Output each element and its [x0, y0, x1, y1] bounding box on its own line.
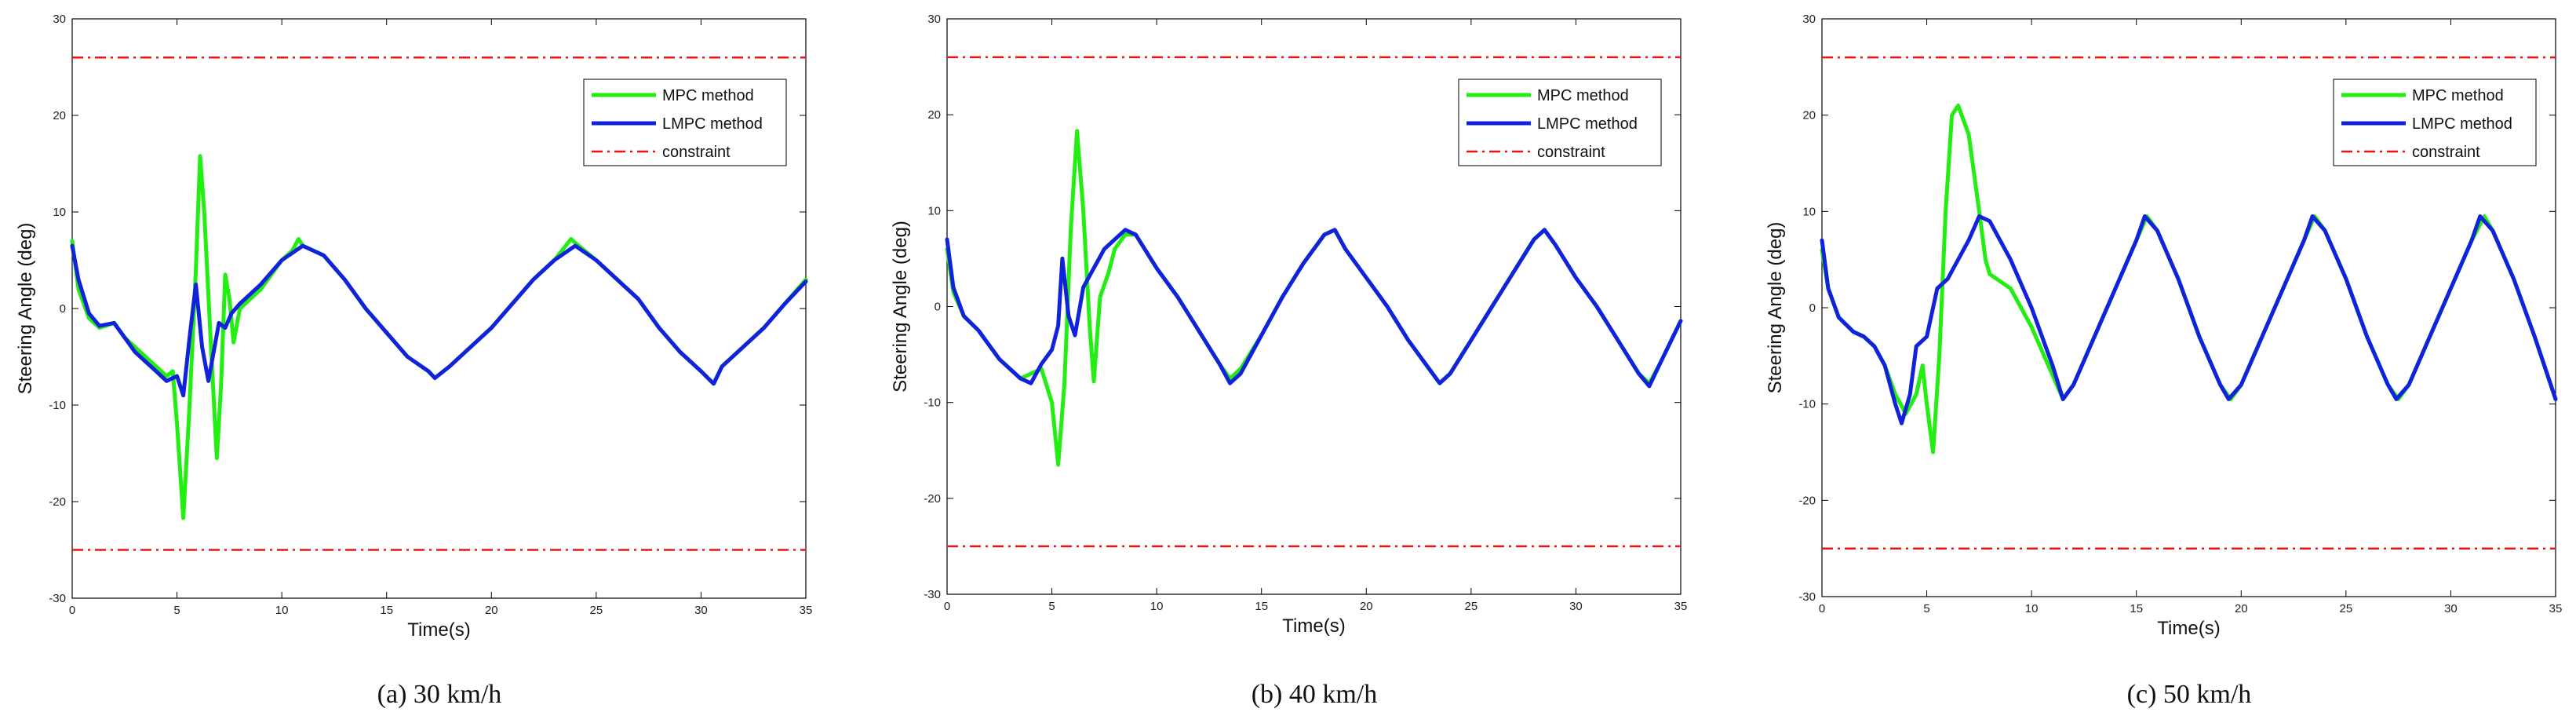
y-tick-label: -10: [49, 399, 66, 412]
series-line-lmpc: [70, 243, 808, 398]
y-tick-label: 30: [53, 13, 66, 26]
legend-label-constraint: constraint: [2412, 144, 2480, 161]
y-tick-label: 20: [927, 108, 941, 122]
x-tick-label: 20: [1360, 600, 1373, 613]
y-tick-label: -20: [924, 492, 941, 506]
x-axis-label: Time(s): [2157, 618, 2220, 639]
panel-caption: (c) 50 km/h: [2127, 680, 2252, 709]
x-tick-label: 10: [275, 604, 289, 617]
chart-panel-3: 0 5 10 15 20 25 30 35 30 20 10 0 -10 -20 -30 MPC method…: [1765, 13, 2562, 709]
chart-panel-1: 0 5 10 15 20 25 30 35 30 20 10 0 -10 -20 -30 MPC method…: [15, 13, 812, 709]
series-line-lmpc: [1820, 214, 2558, 425]
panel-caption: (b) 40 km/h: [1252, 680, 1378, 709]
x-axis-label: Time(s): [407, 619, 470, 641]
y-tick-label: -10: [1798, 398, 1816, 411]
y-tick-label: 10: [927, 204, 941, 217]
y-axis-label: Steering Angle (deg): [890, 221, 911, 393]
y-tick-label: 20: [53, 109, 66, 122]
panel-caption: (a) 30 km/h: [377, 680, 502, 709]
x-tick-label: 30: [694, 604, 708, 617]
y-tick-label: 20: [1802, 109, 1816, 122]
x-tick-label: 30: [2444, 602, 2458, 615]
series-line-lmpc: [945, 228, 1683, 389]
x-tick-label: 35: [800, 604, 813, 617]
y-tick-label: -20: [49, 495, 66, 509]
y-tick-label: 30: [927, 13, 941, 26]
x-tick-label: 15: [1255, 600, 1268, 613]
y-tick-label: -30: [49, 592, 66, 605]
legend: MPC method LMPC method constraint: [1458, 79, 1662, 166]
x-tick-label: 5: [1048, 600, 1055, 613]
x-tick-label: 15: [380, 604, 393, 617]
y-tick-label: 10: [53, 206, 66, 219]
legend-label-mpc: MPC method: [2412, 87, 2504, 104]
x-axis-label: Time(s): [1282, 615, 1345, 637]
x-tick-label: 35: [2549, 602, 2563, 615]
x-tick-label: 25: [1465, 600, 1478, 613]
y-axis-label: Steering Angle (deg): [1765, 222, 1786, 394]
y-tick-label: 10: [1802, 205, 1816, 218]
x-tick-label: 20: [2235, 602, 2248, 615]
x-tick-label: 25: [2340, 602, 2353, 615]
x-tick-label: 0: [1819, 602, 1825, 615]
legend-label-mpc: MPC method: [662, 87, 754, 104]
y-tick-label: 0: [1809, 301, 1816, 315]
x-tick-label: 35: [1674, 600, 1688, 613]
x-tick-label: 5: [173, 604, 180, 617]
y-tick-label: 30: [1802, 13, 1816, 26]
x-tick-label: 0: [944, 600, 950, 613]
y-axis-label: Steering Angle (deg): [15, 223, 36, 395]
legend-label-constraint: constraint: [662, 144, 731, 161]
x-tick-label: 15: [2130, 602, 2143, 615]
chart-panel-2: 0 5 10 15 20 25 30 35 30 20 10 0 -10 -20 -30 MPC method…: [890, 13, 1687, 709]
legend-label-constraint: constraint: [1537, 144, 1605, 161]
legend: MPC method LMPC method constraint: [583, 79, 787, 166]
y-tick-label: -20: [1798, 494, 1816, 507]
x-tick-label: 10: [2025, 602, 2039, 615]
y-tick-label: 0: [935, 301, 941, 314]
legend-label-mpc: MPC method: [1537, 87, 1629, 104]
y-tick-label: -10: [924, 396, 941, 410]
x-tick-label: 5: [1923, 602, 1929, 615]
x-tick-label: 20: [485, 604, 498, 617]
legend-label-lmpc: LMPC method: [662, 115, 763, 133]
legend-label-lmpc: LMPC method: [1537, 115, 1638, 133]
y-tick-label: -30: [1798, 590, 1816, 604]
x-tick-label: 25: [590, 604, 603, 617]
y-tick-label: 0: [60, 302, 66, 316]
y-tick-label: -30: [924, 588, 941, 601]
x-tick-label: 30: [1569, 600, 1583, 613]
legend-label-lmpc: LMPC method: [2412, 115, 2512, 133]
legend: MPC method LMPC method constraint: [2333, 79, 2537, 166]
x-tick-label: 0: [69, 604, 75, 617]
x-tick-label: 10: [1150, 600, 1164, 613]
